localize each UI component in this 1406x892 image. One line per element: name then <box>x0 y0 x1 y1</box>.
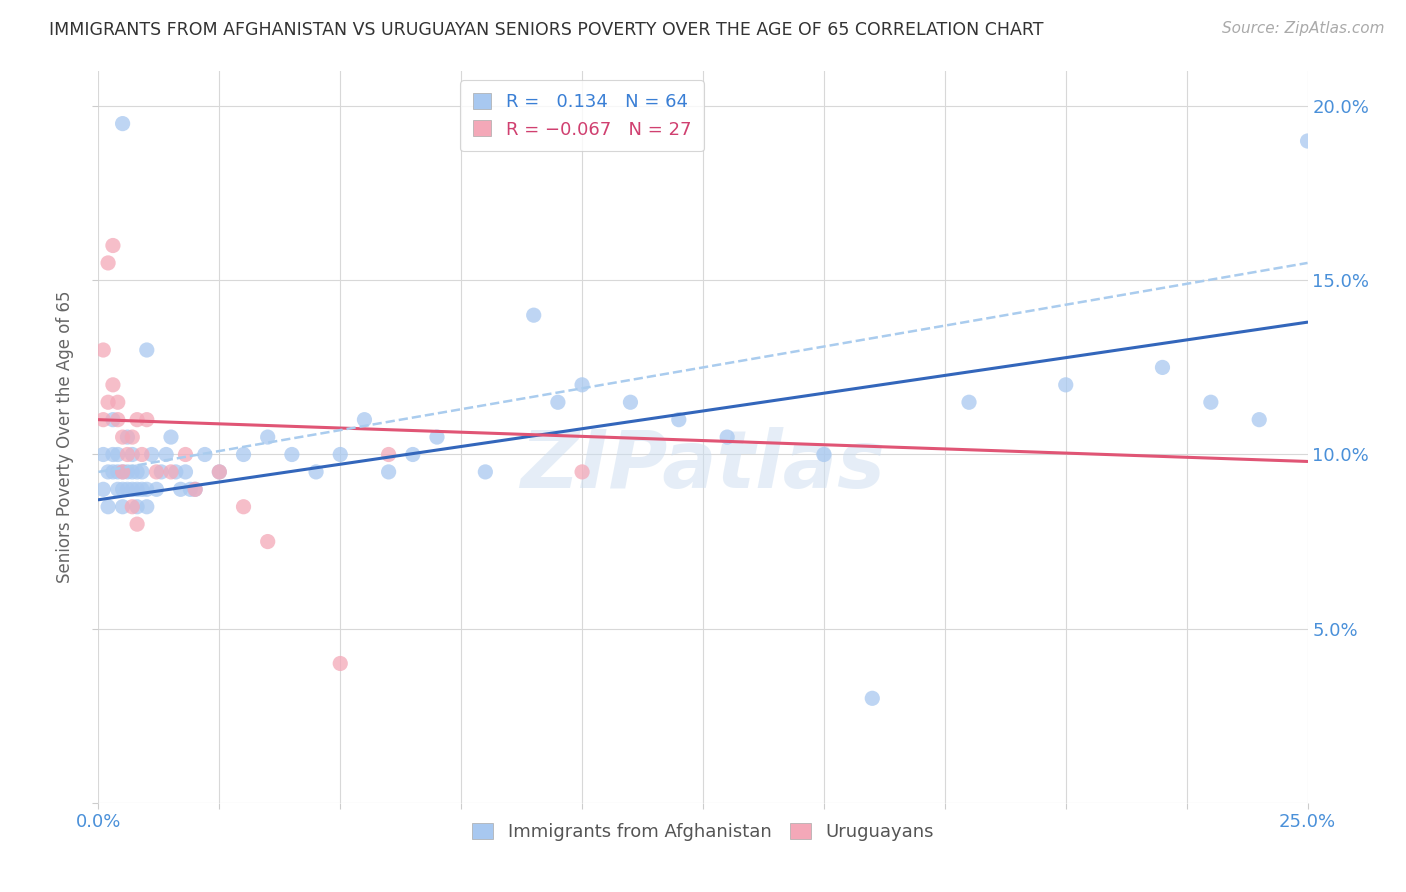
Point <box>1054 377 1077 392</box>
Point <box>131 483 153 497</box>
Legend: Immigrants from Afghanistan, Uruguayans: Immigrants from Afghanistan, Uruguayans <box>464 816 942 848</box>
Point <box>1249 412 1271 426</box>
Point <box>402 448 425 462</box>
Point <box>131 448 153 462</box>
Point <box>1152 360 1174 375</box>
Point <box>107 395 129 409</box>
Point <box>121 483 143 497</box>
Point <box>194 448 217 462</box>
Point <box>111 430 134 444</box>
Point <box>160 465 183 479</box>
Point <box>329 657 352 671</box>
Point <box>127 517 149 532</box>
Point <box>377 448 399 462</box>
Point <box>1199 395 1222 409</box>
Point <box>184 483 207 497</box>
Point <box>329 448 352 462</box>
Point <box>127 483 149 497</box>
Point <box>1296 134 1319 148</box>
Point <box>91 343 114 357</box>
Point <box>117 430 139 444</box>
Point <box>117 465 139 479</box>
Point <box>256 534 278 549</box>
Point <box>169 483 191 497</box>
Point <box>111 500 134 514</box>
Point <box>523 308 546 322</box>
Point <box>135 343 157 357</box>
Point <box>121 448 143 462</box>
Point <box>150 465 173 479</box>
Text: ZIPatlas: ZIPatlas <box>520 427 886 506</box>
Point <box>174 465 197 479</box>
Point <box>571 465 593 479</box>
Point <box>716 430 738 444</box>
Point <box>91 412 114 426</box>
Point <box>668 412 690 426</box>
Point <box>121 500 143 514</box>
Point <box>174 448 197 462</box>
Point <box>160 430 183 444</box>
Y-axis label: Seniors Poverty Over the Age of 65: Seniors Poverty Over the Age of 65 <box>56 291 75 583</box>
Point <box>145 465 167 479</box>
Text: IMMIGRANTS FROM AFGHANISTAN VS URUGUAYAN SENIORS POVERTY OVER THE AGE OF 65 CORR: IMMIGRANTS FROM AFGHANISTAN VS URUGUAYAN… <box>49 21 1043 38</box>
Point <box>91 448 114 462</box>
Point <box>127 500 149 514</box>
Point <box>957 395 980 409</box>
Text: Source: ZipAtlas.com: Source: ZipAtlas.com <box>1222 21 1385 36</box>
Point <box>208 465 231 479</box>
Point <box>97 500 120 514</box>
Point <box>107 412 129 426</box>
Point <box>184 483 207 497</box>
Point <box>135 412 157 426</box>
Point <box>547 395 569 409</box>
Point <box>97 395 120 409</box>
Point <box>426 430 449 444</box>
Point <box>127 412 149 426</box>
Point <box>111 117 134 131</box>
Point <box>208 465 231 479</box>
Point <box>165 465 187 479</box>
Point <box>101 465 124 479</box>
Point <box>101 377 124 392</box>
Point <box>117 483 139 497</box>
Point <box>111 465 134 479</box>
Point <box>141 448 163 462</box>
Point <box>377 465 399 479</box>
Point <box>155 448 177 462</box>
Point <box>135 483 157 497</box>
Point <box>571 377 593 392</box>
Point <box>91 483 114 497</box>
Point <box>281 448 304 462</box>
Point <box>353 412 375 426</box>
Point <box>101 412 124 426</box>
Point <box>813 448 835 462</box>
Point <box>121 430 143 444</box>
Point <box>107 483 129 497</box>
Point <box>127 465 149 479</box>
Point <box>232 500 254 514</box>
Point <box>111 483 134 497</box>
Point <box>117 448 139 462</box>
Point <box>145 483 167 497</box>
Point <box>474 465 496 479</box>
Point <box>232 448 254 462</box>
Point <box>860 691 883 706</box>
Point <box>101 448 124 462</box>
Point <box>131 465 153 479</box>
Point <box>111 465 134 479</box>
Point <box>107 465 129 479</box>
Point <box>305 465 328 479</box>
Point <box>97 256 120 270</box>
Point <box>619 395 641 409</box>
Point <box>135 500 157 514</box>
Point <box>179 483 201 497</box>
Point <box>121 465 143 479</box>
Point <box>97 465 120 479</box>
Point <box>256 430 278 444</box>
Point <box>107 448 129 462</box>
Point <box>101 238 124 252</box>
